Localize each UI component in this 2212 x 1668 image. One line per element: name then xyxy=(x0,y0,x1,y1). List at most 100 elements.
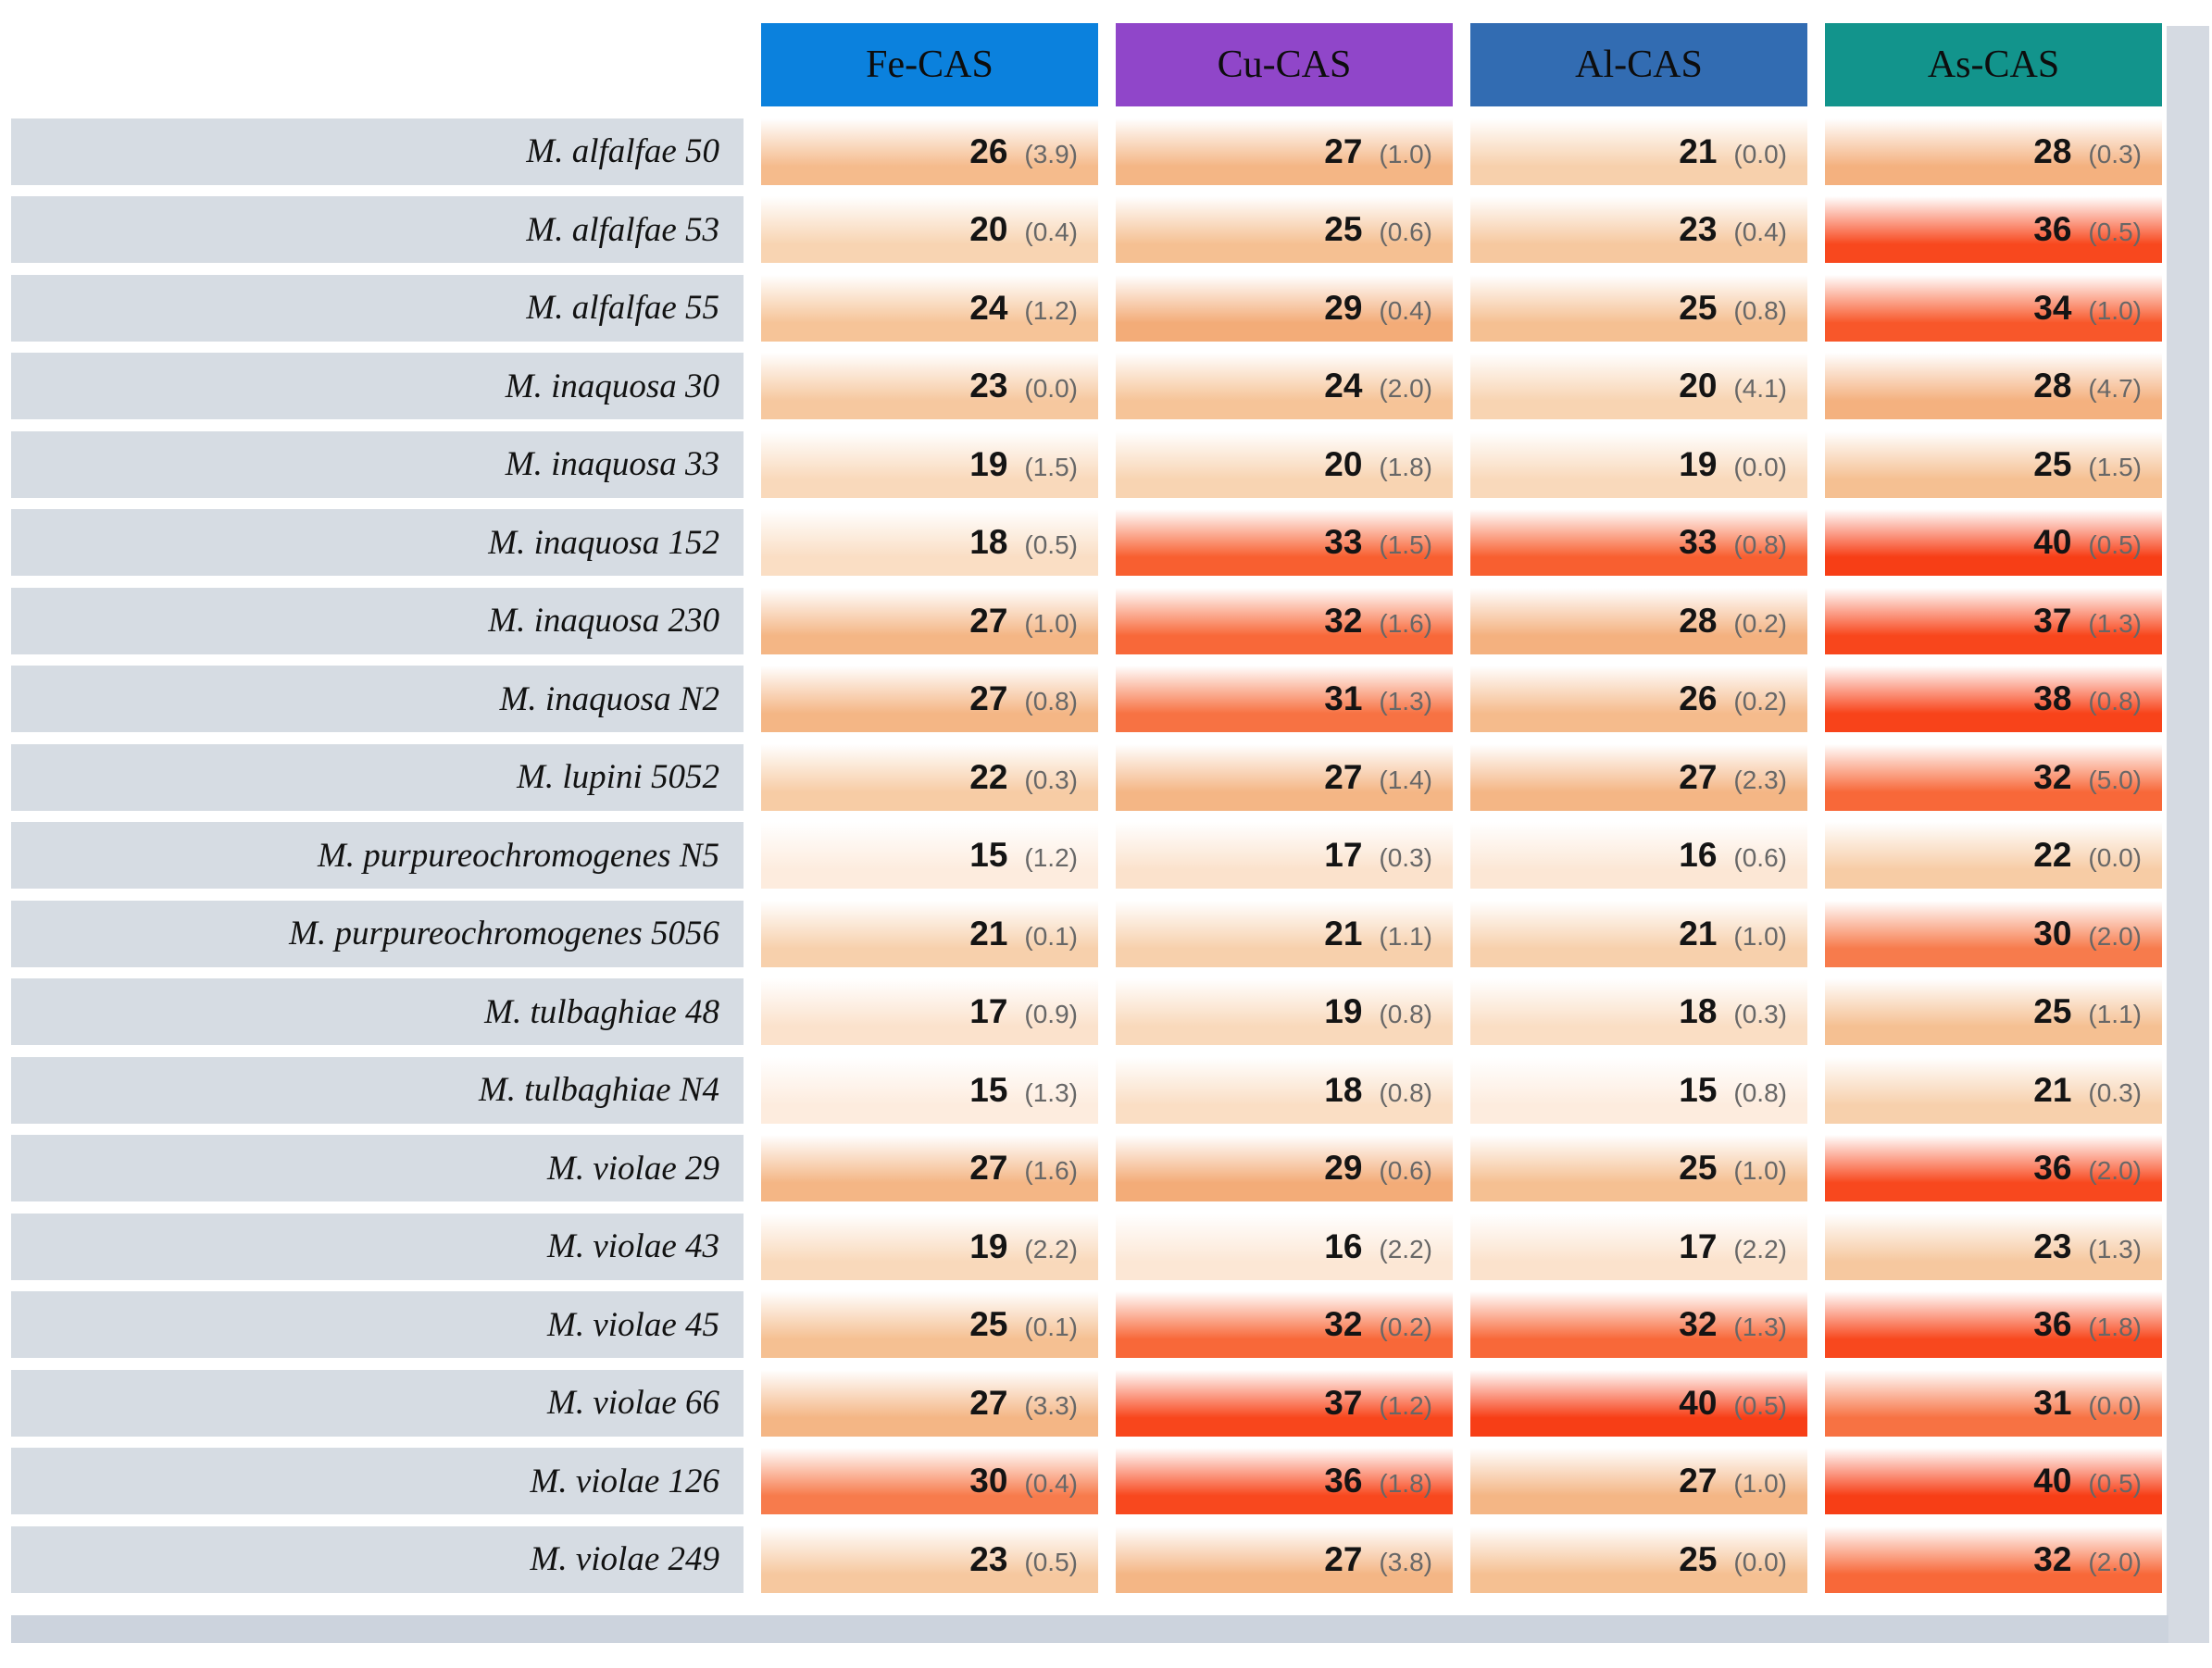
species-label: M. violae 45 xyxy=(11,1291,744,1358)
value-cell: 231.3 xyxy=(1825,1213,2162,1280)
value-cell: 290.4 xyxy=(1116,274,1453,342)
assay-value: 18 xyxy=(1679,992,1718,1030)
assay-sd: 1.3 xyxy=(1024,1078,1078,1108)
assay-value: 24 xyxy=(1324,367,1363,405)
assay-sd: 0.3 xyxy=(1379,843,1432,873)
assay-sd: 1.1 xyxy=(1379,922,1432,952)
value-cell: 151.3 xyxy=(761,1056,1098,1124)
value-cell: 371.2 xyxy=(1116,1369,1453,1437)
assay-value: 23 xyxy=(969,367,1008,405)
assay-sd: 0.8 xyxy=(1733,1078,1787,1108)
assay-sd: 0.3 xyxy=(2088,1078,2142,1108)
value-cell: 241.2 xyxy=(761,274,1098,342)
species-label: M. inaquosa 30 xyxy=(11,353,744,419)
assay-sd: 0.5 xyxy=(1733,1391,1787,1421)
value-cell: 271.0 xyxy=(1470,1448,1807,1514)
column-header-as-cas: As-CAS xyxy=(1825,23,2162,106)
value-cell: 310.0 xyxy=(1825,1369,2162,1437)
assay-value: 29 xyxy=(1324,1149,1363,1187)
assay-value: 27 xyxy=(1679,1462,1718,1500)
table-edge-strip xyxy=(2167,26,2209,1643)
assay-sd: 2.0 xyxy=(2088,1548,2142,1577)
assay-sd: 4.1 xyxy=(1733,374,1787,404)
assay-value: 16 xyxy=(1324,1226,1363,1265)
assay-sd: 2.0 xyxy=(2088,1156,2142,1186)
assay-value: 25 xyxy=(1324,210,1363,248)
assay-value: 40 xyxy=(2033,1462,2072,1500)
value-cell: 201.8 xyxy=(1116,430,1453,498)
value-cell: 270.8 xyxy=(761,666,1098,732)
assay-sd: 1.4 xyxy=(1379,766,1432,795)
assay-value: 17 xyxy=(969,992,1008,1030)
assay-sd: 0.8 xyxy=(2088,687,2142,716)
value-cell: 311.3 xyxy=(1116,666,1453,732)
assay-value: 37 xyxy=(1324,1383,1363,1422)
value-cell: 271.4 xyxy=(1116,743,1453,811)
assay-sd: 1.3 xyxy=(1379,687,1432,716)
assay-sd: 2.2 xyxy=(1024,1235,1078,1264)
assay-value: 33 xyxy=(1679,523,1718,561)
species-label: M. inaquosa 230 xyxy=(11,587,744,654)
assay-value: 32 xyxy=(1679,1305,1718,1343)
value-cell: 190.8 xyxy=(1116,978,1453,1045)
assay-value: 36 xyxy=(2033,1149,2072,1187)
assay-sd: 0.8 xyxy=(1733,530,1787,560)
column-header-cu-cas: Cu-CAS xyxy=(1116,23,1453,106)
assay-value: 32 xyxy=(1324,1305,1363,1343)
value-cell: 272.3 xyxy=(1470,743,1807,811)
assay-value: 15 xyxy=(1679,1070,1718,1109)
assay-sd: 3.9 xyxy=(1024,140,1078,169)
species-label: M. violae 126 xyxy=(11,1448,744,1514)
assay-sd: 1.0 xyxy=(1733,1156,1787,1186)
assay-value: 19 xyxy=(969,1226,1008,1265)
value-cell: 361.8 xyxy=(1825,1291,2162,1358)
value-cell: 362.0 xyxy=(1825,1135,2162,1201)
value-cell: 172.2 xyxy=(1470,1213,1807,1280)
species-label: M. inaquosa N2 xyxy=(11,666,744,732)
value-cell: 271.0 xyxy=(761,587,1098,654)
assay-sd: 1.8 xyxy=(1379,453,1432,482)
assay-value: 36 xyxy=(1324,1462,1363,1500)
species-label: M. violae 249 xyxy=(11,1525,744,1593)
assay-value: 15 xyxy=(969,1070,1008,1109)
assay-sd: 0.1 xyxy=(1024,922,1078,952)
assay-sd: 0.2 xyxy=(1379,1313,1432,1342)
value-cell: 280.2 xyxy=(1470,587,1807,654)
assay-sd: 3.3 xyxy=(1024,1391,1078,1421)
assay-value: 32 xyxy=(1324,601,1363,640)
value-cell: 300.4 xyxy=(761,1448,1098,1514)
species-label: M. violae 66 xyxy=(11,1369,744,1437)
assay-value: 17 xyxy=(1679,1226,1718,1265)
assay-value: 23 xyxy=(1679,210,1718,248)
species-label: M. purpureochromogenes 5056 xyxy=(11,900,744,967)
table-corner xyxy=(11,23,744,106)
value-cell: 320.2 xyxy=(1116,1291,1453,1358)
assay-sd: 0.3 xyxy=(2088,140,2142,169)
value-cell: 250.6 xyxy=(1116,196,1453,263)
assay-sd: 0.0 xyxy=(1733,453,1787,482)
assay-value: 25 xyxy=(1679,288,1718,327)
assay-value: 19 xyxy=(1324,992,1363,1030)
assay-sd: 0.0 xyxy=(1733,140,1787,169)
assay-sd: 0.8 xyxy=(1733,296,1787,326)
value-cell: 150.8 xyxy=(1470,1056,1807,1124)
assay-sd: 0.4 xyxy=(1733,218,1787,247)
value-cell: 162.2 xyxy=(1116,1213,1453,1280)
assay-value: 18 xyxy=(969,523,1008,561)
assay-sd: 5.0 xyxy=(2088,766,2142,795)
assay-sd: 0.2 xyxy=(1733,609,1787,639)
value-cell: 330.8 xyxy=(1470,509,1807,576)
column-header-al-cas: Al-CAS xyxy=(1470,23,1807,106)
value-cell: 191.5 xyxy=(761,430,1098,498)
value-cell: 302.0 xyxy=(1825,900,2162,967)
species-label: M. alfalfae 53 xyxy=(11,196,744,263)
assay-value: 23 xyxy=(2033,1226,2072,1265)
value-cell: 250.0 xyxy=(1470,1525,1807,1593)
assay-sd: 0.1 xyxy=(1024,1313,1078,1342)
assay-sd: 1.2 xyxy=(1379,1391,1432,1421)
value-cell: 180.3 xyxy=(1470,978,1807,1045)
assay-sd: 0.5 xyxy=(2088,530,2142,560)
assay-value: 25 xyxy=(969,1305,1008,1343)
value-cell: 250.1 xyxy=(761,1291,1098,1358)
assay-sd: 0.0 xyxy=(2088,1391,2142,1421)
